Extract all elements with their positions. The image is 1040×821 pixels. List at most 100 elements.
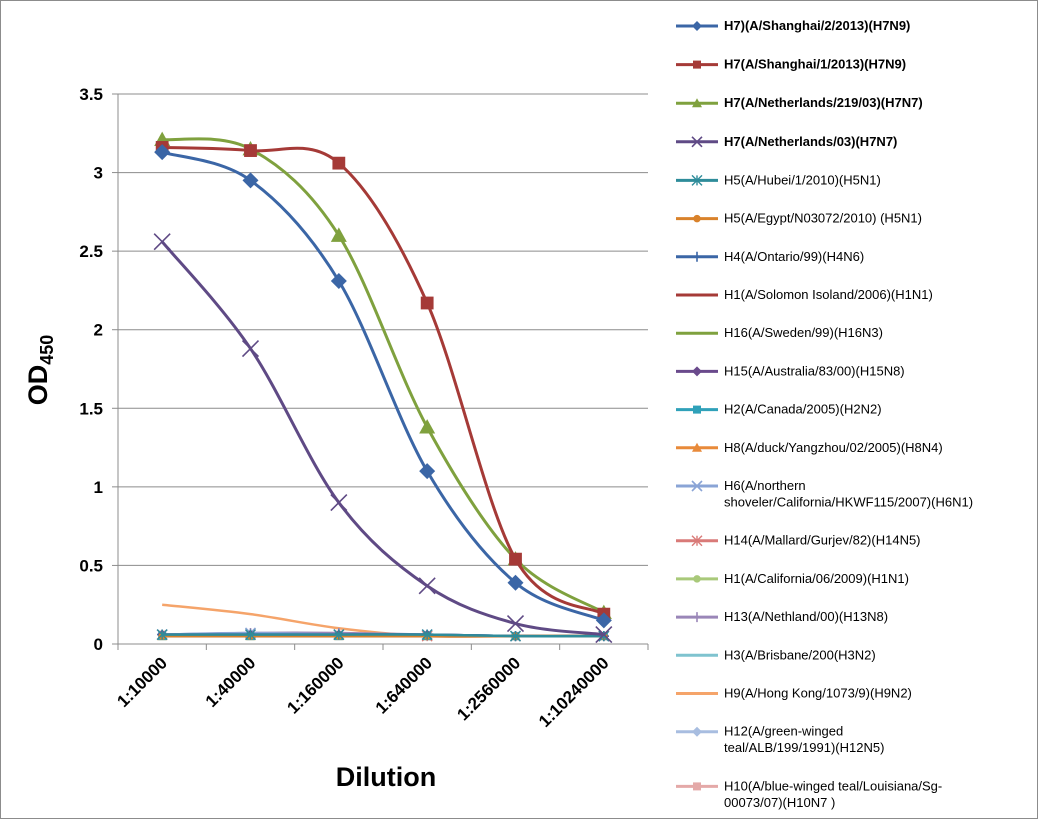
legend-item: H12(A/green-wingedteal/ALB/199/1991)(H12… <box>676 724 884 755</box>
legend-item: H3(A/Brisbane/200(H3N2) <box>676 647 876 662</box>
data-point <box>419 419 436 434</box>
data-point <box>691 174 703 186</box>
legend-item: H7(A/Shanghai/1/2013)(H7N9) <box>676 57 906 72</box>
data-point <box>692 442 702 452</box>
x-tick-label: 1:40000 <box>202 653 260 711</box>
y-tick-labels: 0 0.5 1 1.5 2 2.5 3 3.5 <box>79 85 103 654</box>
data-point <box>510 630 521 642</box>
data-point <box>421 629 433 641</box>
legend-label: teal/ALB/199/1991)(H12N5) <box>724 740 884 755</box>
legend-label: H2(A/Canada/2005)(H2N2) <box>724 402 882 417</box>
data-point <box>693 214 701 223</box>
y-tick-label: 0.5 <box>79 556 103 575</box>
legend-label: H7)(A/Shanghai/2/2013)(H7N9) <box>724 18 910 33</box>
legend-label: H5(A/Hubei/1/2010)(H5N1) <box>724 172 881 187</box>
data-point <box>156 629 168 641</box>
data-point <box>693 575 701 583</box>
y-tick-label: 3.5 <box>79 85 103 104</box>
y-tick-label: 1 <box>94 478 103 497</box>
legend-item: H5(A/Hubei/1/2010)(H5N1) <box>676 172 881 187</box>
legend-label: H12(A/green-winged <box>724 724 843 739</box>
legend-label: 00073/07)(H10N7 ) <box>724 795 835 810</box>
series-line <box>162 145 605 616</box>
y-axis-title: OD450 <box>23 335 57 406</box>
legend-label: H6(A/northern <box>724 478 806 493</box>
data-point <box>506 615 525 633</box>
data-point <box>244 144 257 157</box>
data-point <box>241 340 260 358</box>
legend-item: H6(A/northern shoveler/California/HKWF115… <box>676 478 973 510</box>
y-tick-label: 3 <box>94 164 103 183</box>
y-tick-label: 0 <box>94 635 103 654</box>
legend-item: H7)(A/Shanghai/2/2013)(H7N9) <box>676 18 910 33</box>
legend-item: H10(A/blue-winged teal/Louisiana/Sg- 0007… <box>676 778 942 810</box>
legend-item: H4(A/Ontario/99)(H4N6) <box>676 249 864 264</box>
series-line <box>162 633 604 638</box>
data-point <box>154 144 171 161</box>
series-2 <box>155 141 611 621</box>
series-18 <box>162 603 604 638</box>
data-point <box>692 98 702 108</box>
series-1 <box>154 144 612 629</box>
data-point <box>692 612 702 623</box>
series-lines <box>153 131 613 644</box>
data-point <box>693 60 701 69</box>
data-point <box>418 577 436 595</box>
legend-label: H7(A/Shanghai/1/2013)(H7N9) <box>724 57 906 72</box>
legend-item: H9(A/Hong Kong/1073/9)(H9N2) <box>676 686 912 701</box>
legend-label: H1(A/California/06/2009)(H1N1) <box>724 571 909 586</box>
data-point <box>332 156 346 170</box>
series-line <box>161 240 605 637</box>
data-point <box>420 296 434 310</box>
legend-label: shoveler/California/HKWF115/2007)(H6N1) <box>724 495 973 510</box>
legend-label: H7(A/Netherlands/03)(H7N7) <box>724 134 897 149</box>
legend-item: H2(A/Canada/2005)(H2N2) <box>676 402 882 417</box>
legend-item: H1(A/Solomon Isoland/2006)(H1N1) <box>676 287 933 302</box>
data-point <box>692 366 702 377</box>
data-point <box>245 629 256 641</box>
x-axis-title: Dilution <box>336 762 436 792</box>
data-point <box>330 494 348 512</box>
data-point <box>692 251 702 262</box>
legend-label: H14(A/Mallard/Gurjev/82)(H14N5) <box>724 533 921 548</box>
data-point <box>693 782 701 791</box>
data-point <box>419 463 436 480</box>
y-tick-label: 2.5 <box>79 242 103 261</box>
legend-item: H13(A/Nethland/00)(H13N8) <box>676 609 888 624</box>
legend-label: H3(A/Brisbane/200(H3N2) <box>724 647 876 662</box>
data-point <box>242 172 259 189</box>
data-point <box>595 626 613 644</box>
series-line <box>162 603 604 638</box>
legend-label: H9(A/Hong Kong/1073/9)(H9N2) <box>724 686 912 701</box>
gridlines <box>112 93 648 645</box>
x-tick-labels: 1:10000 1:40000 1:160000 1:640000 1:2560000 1… <box>113 653 612 731</box>
x-tick-label: 1:10240000 <box>535 653 613 731</box>
legend-label: H1(A/Solomon Isoland/2006)(H1N1) <box>724 287 933 302</box>
legend-item: H7(A/Netherlands/03)(H7N7) <box>676 134 897 149</box>
legend-label: H13(A/Nethland/00)(H13N8) <box>724 609 888 624</box>
legend-label: H8(A/duck/Yangzhou/02/2005)(H8N4) <box>724 440 943 455</box>
legend-item: H7(A/Netherlands/219/03)(H7N7) <box>676 95 923 110</box>
data-point <box>153 233 171 251</box>
x-tick-label: 1:2560000 <box>453 653 524 724</box>
x-tick-label: 1:640000 <box>372 653 436 717</box>
legend-label: H7(A/Netherlands/219/03)(H7N7) <box>724 95 923 110</box>
x-tick-label: 1:10000 <box>113 653 171 711</box>
data-point <box>330 273 347 289</box>
y-tick-label: 1.5 <box>79 399 103 418</box>
data-point <box>691 535 703 547</box>
series-5 <box>156 629 610 642</box>
y-axis-title-main: OD <box>23 365 53 406</box>
legend-label: H4(A/Ontario/99)(H4N6) <box>724 249 864 264</box>
data-point <box>509 552 522 566</box>
legend-item: H15(A/Australia/83/00)(H15N8) <box>676 363 905 378</box>
legend-item: H16(A/Sweden/99)(H16N3) <box>676 325 883 340</box>
legend-item: H14(A/Mallard/Gurjev/82)(H14N5) <box>676 533 921 548</box>
data-point <box>693 405 701 414</box>
data-point <box>507 574 524 591</box>
legend-item: H1(A/California/06/2009)(H1N1) <box>676 571 909 586</box>
data-point <box>692 21 702 31</box>
legend-item: H5(A/Egypt/N03072/2010) (H5N1) <box>676 211 922 226</box>
